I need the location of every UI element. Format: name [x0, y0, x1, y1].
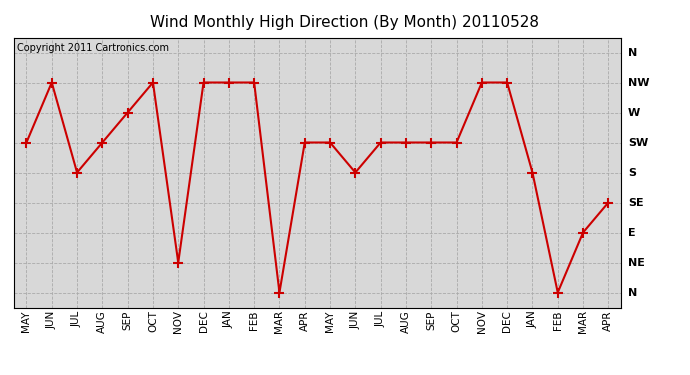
- Text: Copyright 2011 Cartronics.com: Copyright 2011 Cartronics.com: [17, 43, 169, 53]
- Text: NW: NW: [628, 78, 649, 87]
- Text: N: N: [628, 48, 637, 57]
- Text: SW: SW: [628, 138, 648, 147]
- Text: SE: SE: [628, 198, 644, 207]
- Text: NE: NE: [628, 258, 645, 267]
- Text: S: S: [628, 168, 636, 177]
- Text: E: E: [628, 228, 635, 237]
- Text: W: W: [628, 108, 640, 117]
- Text: N: N: [628, 288, 637, 297]
- Text: Wind Monthly High Direction (By Month) 20110528: Wind Monthly High Direction (By Month) 2…: [150, 15, 540, 30]
